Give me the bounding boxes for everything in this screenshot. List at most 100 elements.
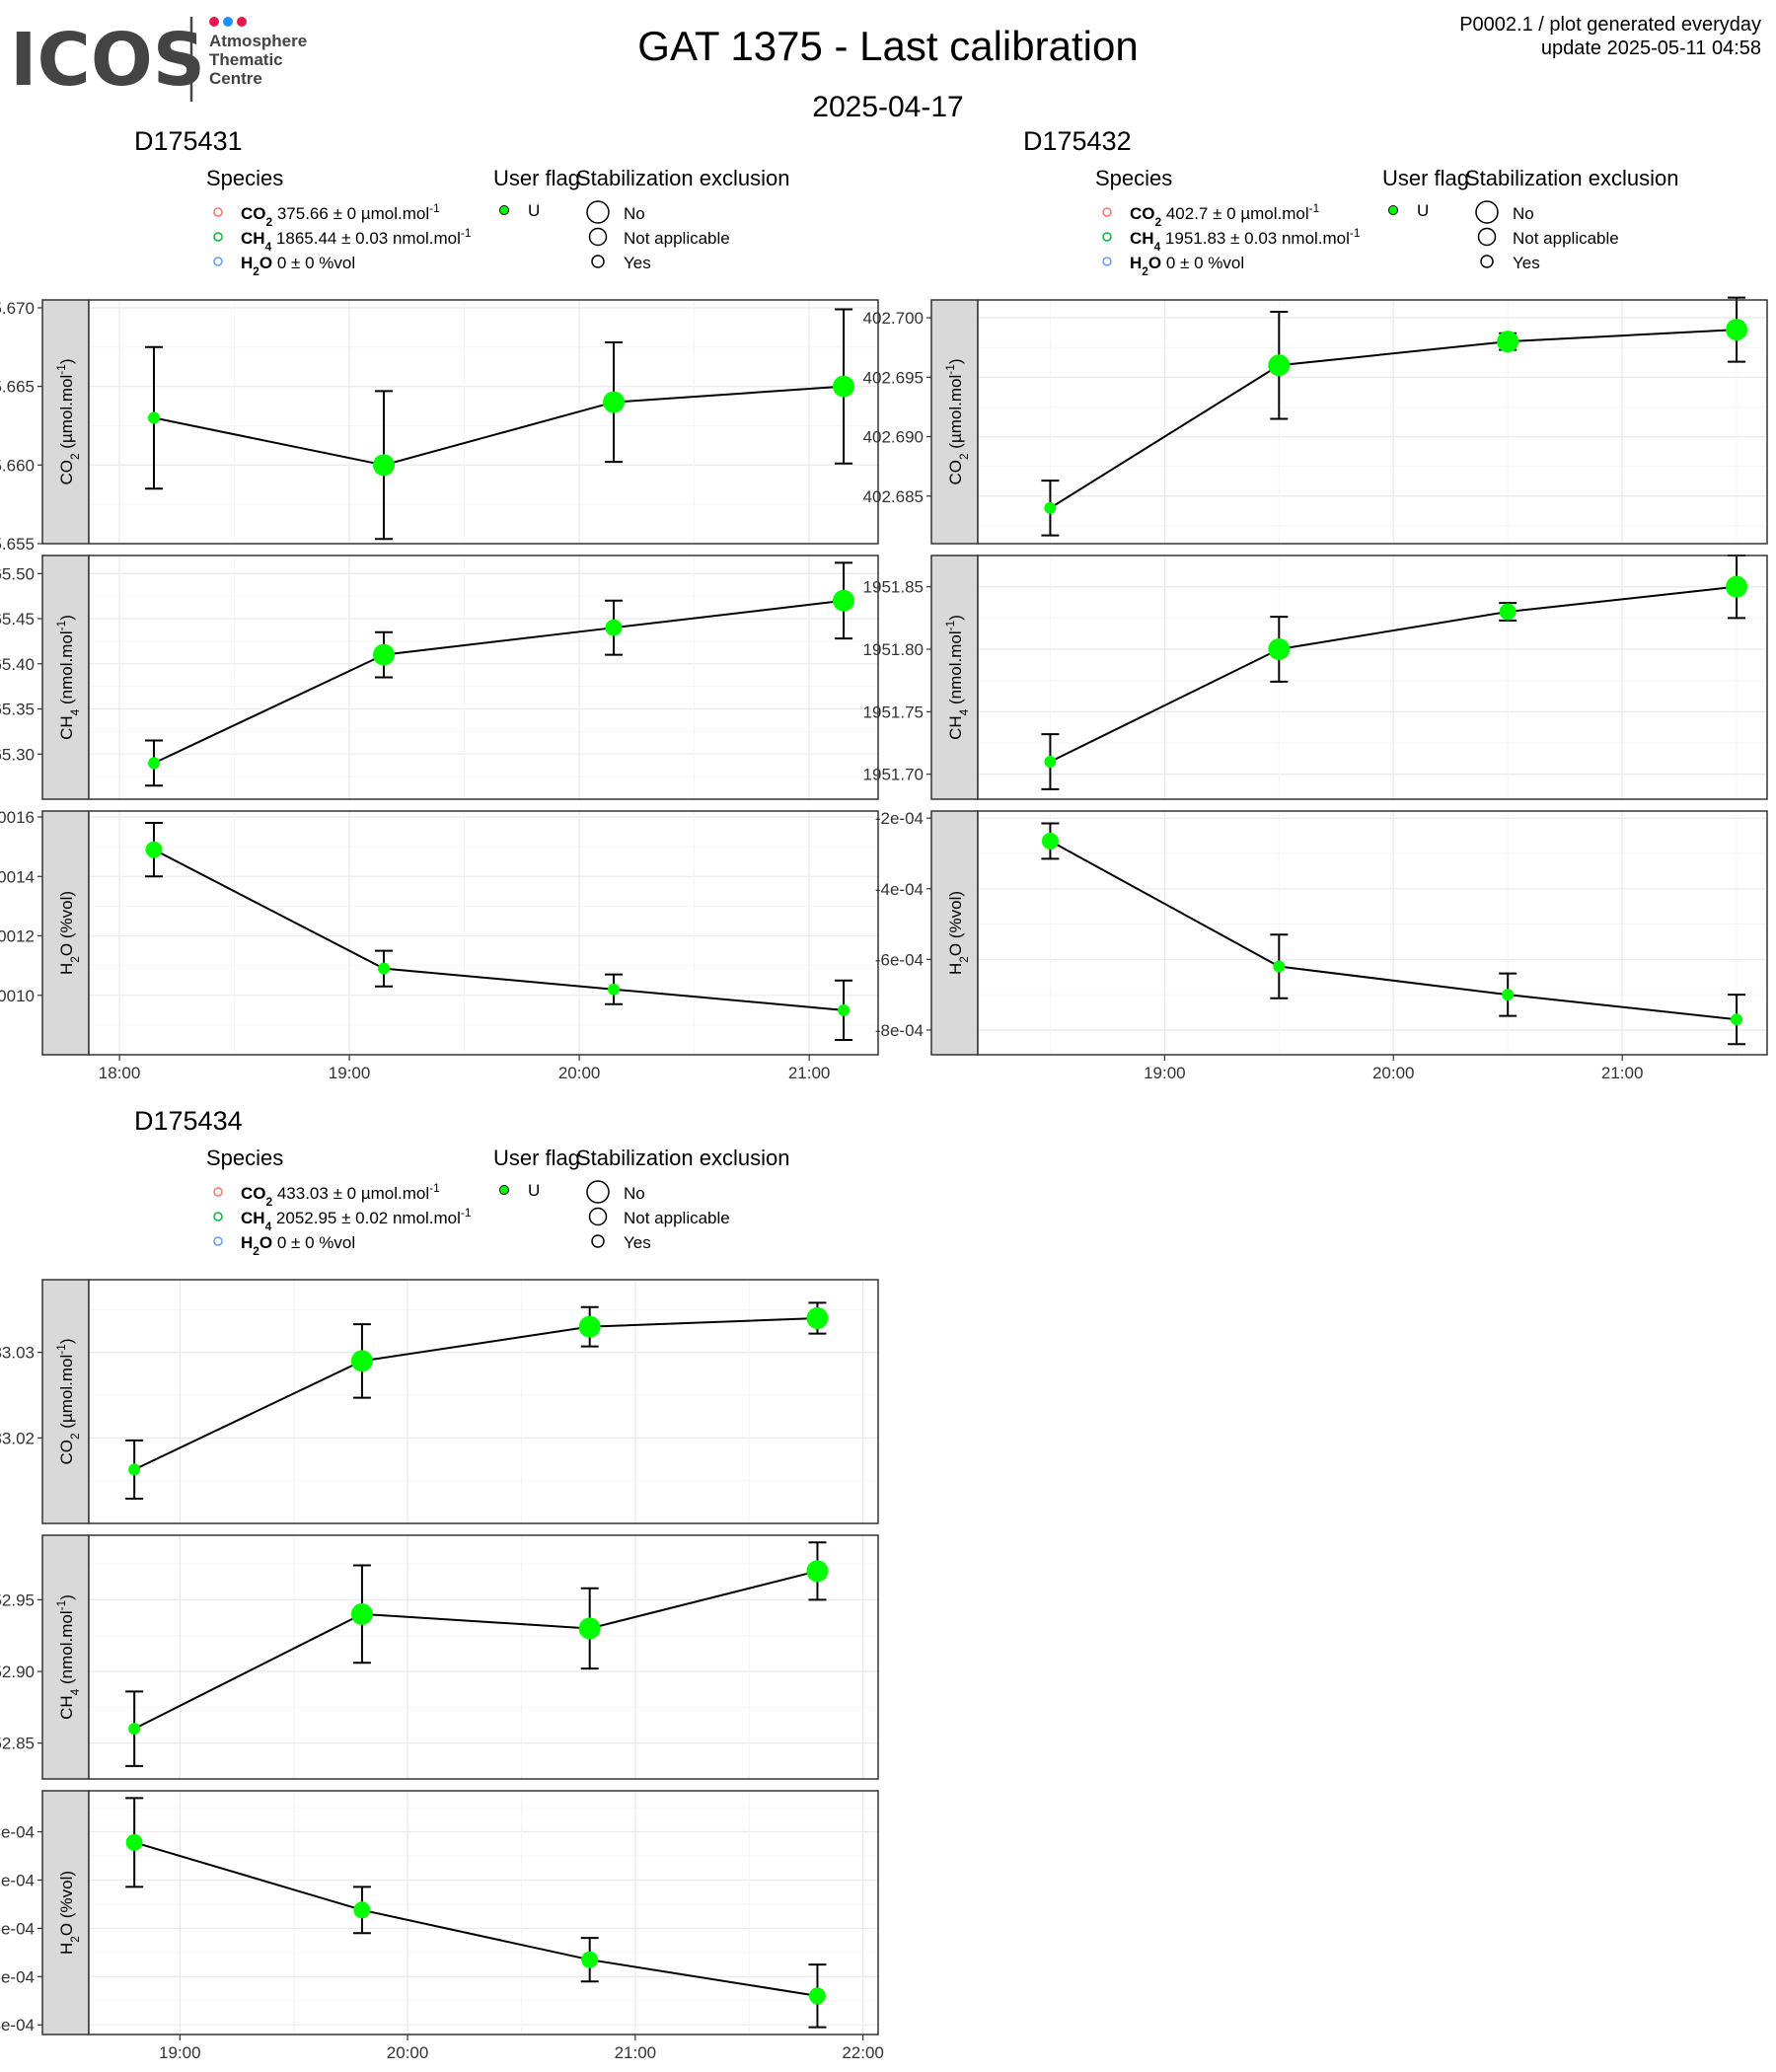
logo-sub-line-1: Atmosphere xyxy=(209,32,307,50)
panel-strip xyxy=(41,1534,90,1780)
panel-border xyxy=(977,299,1768,545)
block-title: D175434 xyxy=(134,1106,243,1136)
panel-border xyxy=(88,299,879,545)
data-point xyxy=(1497,331,1519,353)
x-tick-label: 20:00 xyxy=(558,1064,601,1082)
panel-plot-area xyxy=(978,300,1767,544)
y-tick-label: -2e-04 xyxy=(875,809,924,828)
data-point xyxy=(608,983,621,996)
panel-y-axis-label: H2O (%vol) xyxy=(57,891,82,975)
legend-stabilization-key-icon xyxy=(586,200,610,224)
legend-species-key-icon xyxy=(213,1187,223,1197)
panel-strip xyxy=(930,810,979,1056)
data-point xyxy=(806,1560,829,1583)
panel-strip xyxy=(41,1790,90,2035)
x-tick-label: 22:00 xyxy=(842,2043,884,2062)
legend-species-title: Species xyxy=(1095,166,1172,190)
x-tick-label: 21:00 xyxy=(788,1064,831,1082)
data-point xyxy=(1268,354,1291,377)
block-title: D175432 xyxy=(1023,126,1132,156)
panel-plot-area xyxy=(978,811,1767,1055)
panel-border xyxy=(88,555,879,800)
panel-y-axis-label: H2O (%vol) xyxy=(57,1871,82,1955)
corner-note-line-1: P0002.1 / plot generated everyday xyxy=(1459,14,1761,36)
icos-logo: ICOS Atmosphere Thematic Centre xyxy=(10,17,307,103)
legend-stabilization-item: Not applicable xyxy=(624,1209,730,1227)
y-tick-label: 1951.70 xyxy=(863,766,924,784)
legend-species-co2: CO2 402.7 ± 0 µmol.mol-1 xyxy=(1130,201,1320,229)
x-tick-label: 20:00 xyxy=(1372,1064,1415,1082)
data-point xyxy=(378,962,391,975)
logo-sub-line-2: Thematic xyxy=(209,50,283,69)
data-point xyxy=(578,1315,601,1338)
y-tick-label: 1865.45 xyxy=(0,610,35,629)
panel-y-axis-label: CO2 (µmol.mol-1) xyxy=(54,1338,82,1464)
panel-plot-area xyxy=(89,1280,878,1523)
legend-stabilization-key-icon xyxy=(591,255,605,268)
data-point xyxy=(1273,960,1286,973)
legend-flag-label: U xyxy=(528,1181,540,1200)
logo-dot-icon xyxy=(223,17,233,27)
legend-species-key-icon xyxy=(213,1236,223,1246)
y-tick-label: 7e-04 xyxy=(0,1871,35,1889)
legend-species-key-icon xyxy=(1102,207,1112,217)
y-tick-label: 375.665 xyxy=(0,378,35,397)
panel-ch4: CH4 (nmol.mol-1) 2052.85 2052.90 2052.95 xyxy=(0,1534,879,1780)
y-tick-label: 375.655 xyxy=(0,535,35,554)
series-line xyxy=(133,1841,818,1997)
legend-species-h2o: H2O 0 ± 0 %vol xyxy=(241,254,355,278)
x-tick-label: 19:00 xyxy=(329,1064,371,1082)
legend-species-key-icon xyxy=(213,257,223,266)
series-line xyxy=(153,599,845,765)
y-tick-label: 0.0016 xyxy=(0,808,35,827)
series-line xyxy=(153,385,845,467)
data-point xyxy=(1502,989,1515,1001)
data-point xyxy=(1731,1013,1743,1026)
data-point xyxy=(806,1307,829,1329)
corner-note-line-2: update 2025-05-11 04:58 xyxy=(1541,37,1761,59)
data-point xyxy=(833,589,855,612)
data-point xyxy=(148,757,161,770)
legend-flag-label: U xyxy=(528,201,540,220)
panel-strip xyxy=(41,1279,90,1524)
panel-h2o: H2O (%vol) 0.0010 0.0012 0.0014 0.0016 xyxy=(0,808,879,1056)
y-tick-label: 402.700 xyxy=(863,309,924,328)
data-point xyxy=(373,643,396,666)
data-point xyxy=(808,1987,826,2005)
panel-strip xyxy=(41,810,90,1056)
panel-border xyxy=(977,810,1768,1056)
legend-species-ch4: CH4 1951.83 ± 0.03 nmol.mol-1 xyxy=(1130,226,1361,254)
data-point xyxy=(148,411,161,424)
y-tick-label: 2052.90 xyxy=(0,1663,35,1681)
series-line xyxy=(1049,585,1738,763)
x-tick-label: 19:00 xyxy=(1144,1064,1186,1082)
y-tick-label: 1865.40 xyxy=(0,655,35,674)
legend-stabilization-item: No xyxy=(1513,204,1534,223)
legend-stabilization-item: Yes xyxy=(1513,254,1540,272)
x-tick-label: 19:00 xyxy=(159,2043,201,2062)
legend-stabilization-item: No xyxy=(624,204,645,223)
legend-species-key-icon xyxy=(213,1212,223,1221)
y-tick-label: 8e-04 xyxy=(0,1823,35,1842)
legend-flag-title: User flag xyxy=(493,166,580,190)
y-tick-label: 375.660 xyxy=(0,456,35,475)
legend-stabilization-title: Stabilization exclusion xyxy=(576,166,789,190)
panel-y-axis-label: CH4 (nmol.mol-1) xyxy=(54,1594,82,1720)
y-tick-label: 6e-04 xyxy=(0,1919,35,1938)
block-title: D175431 xyxy=(134,126,243,156)
data-point xyxy=(1499,603,1517,621)
data-point xyxy=(1726,575,1748,598)
legend-stabilization-key-icon xyxy=(588,1207,608,1226)
legend-stabilization-key-icon xyxy=(586,1180,610,1204)
data-point xyxy=(128,1723,141,1736)
data-point xyxy=(125,1833,143,1851)
y-tick-label: 402.685 xyxy=(863,487,924,506)
panel-border xyxy=(88,1534,879,1780)
data-point xyxy=(128,1463,141,1476)
y-tick-label: -6e-04 xyxy=(875,950,924,969)
y-tick-label: 1865.35 xyxy=(0,701,35,719)
legend-species-h2o: H2O 0 ± 0 %vol xyxy=(241,1233,355,1258)
panel-co2: CO2 (µmol.mol-1) 433.02 433.03 xyxy=(0,1279,879,1524)
data-point xyxy=(605,619,623,636)
